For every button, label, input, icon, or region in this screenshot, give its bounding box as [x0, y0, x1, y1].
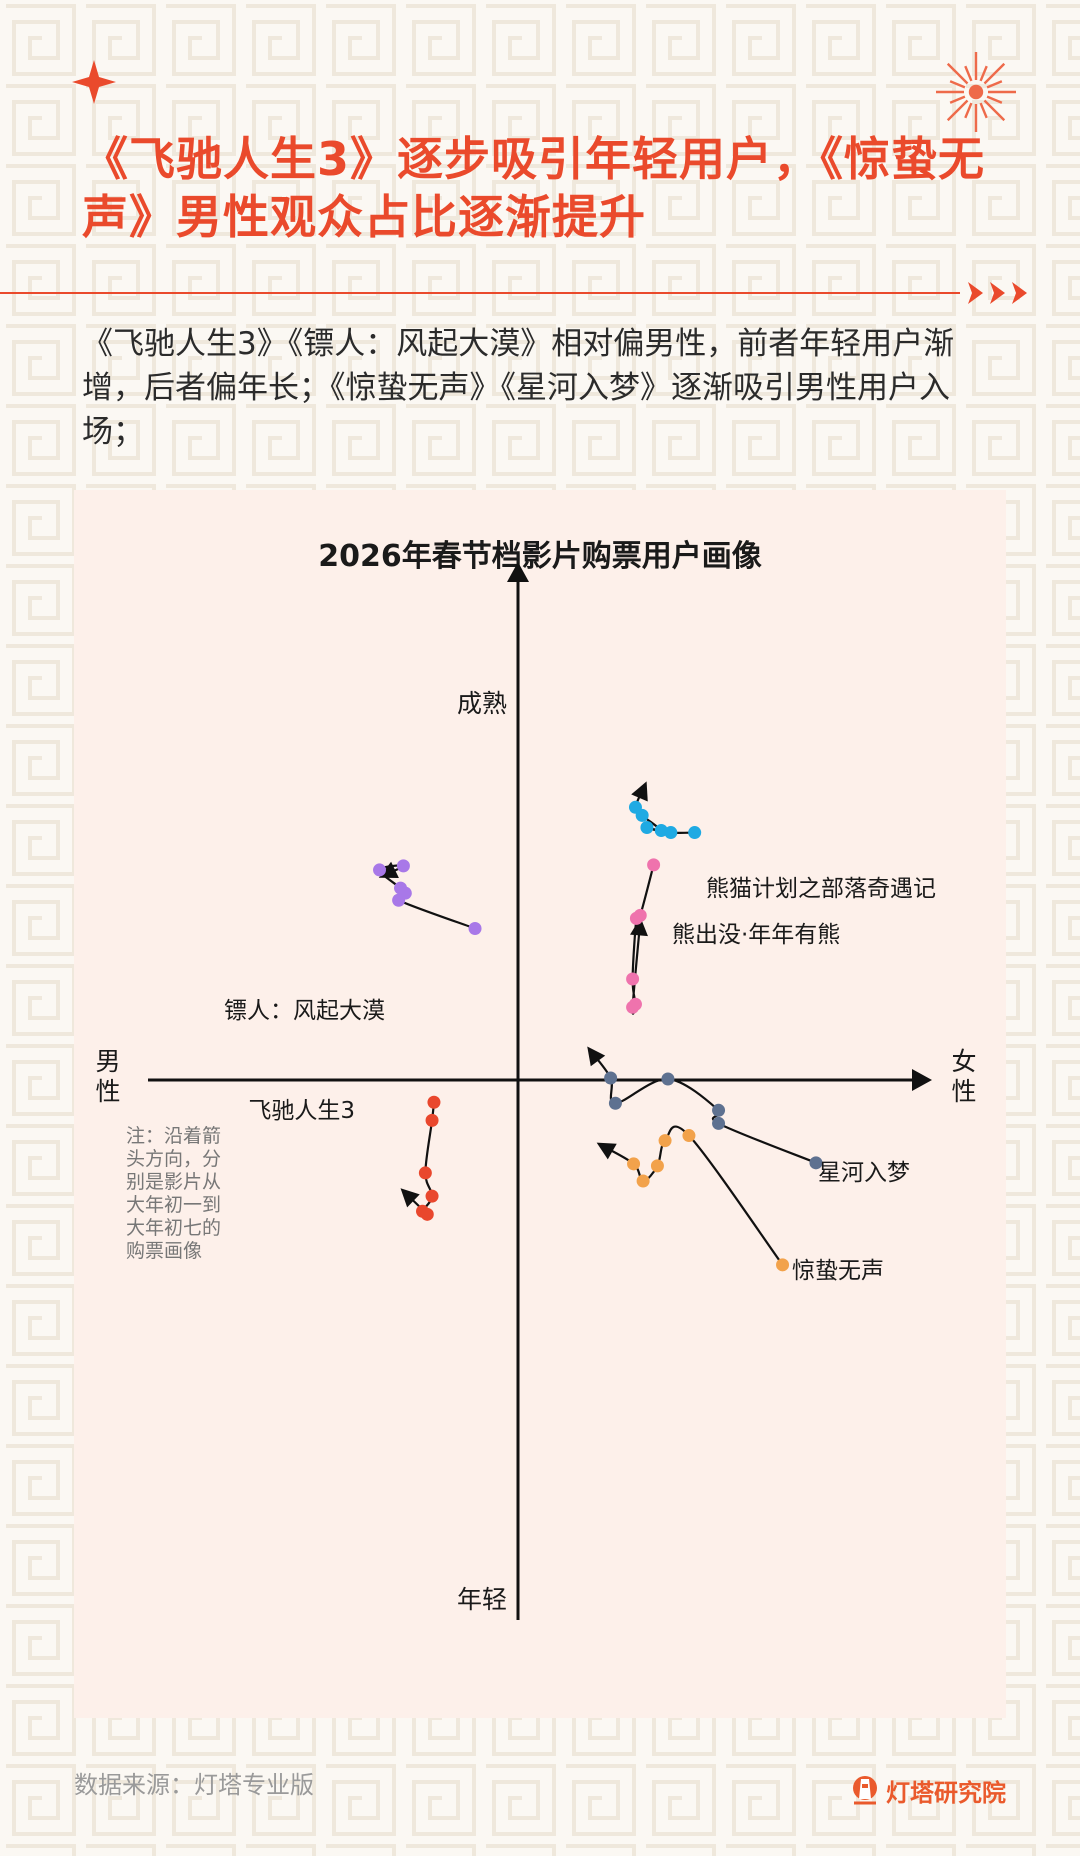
- brand-name: 灯塔研究院: [886, 1778, 1006, 1807]
- brand-logo: 灯塔研究院: [850, 1770, 1006, 1810]
- series-group: 熊猫计划之部落奇遇记: [628, 781, 936, 902]
- series-label: 熊猫计划之部落奇遇记: [706, 876, 936, 902]
- direction-arrow-icon: [400, 1188, 420, 1208]
- data-point: [661, 1072, 675, 1086]
- series-line: [599, 1125, 784, 1266]
- data-point: [425, 1189, 439, 1203]
- data-point: [608, 1096, 622, 1110]
- data-point: [654, 824, 668, 838]
- series-line: [631, 864, 655, 1015]
- y-axis-arrow-icon: [507, 562, 529, 582]
- data-point: [628, 800, 642, 814]
- data-point: [626, 1000, 640, 1014]
- y-axis-top-label: 成熟: [457, 689, 507, 718]
- lighthouse-logo-icon: [853, 1776, 877, 1805]
- data-point: [658, 1134, 672, 1148]
- data-point: [468, 922, 482, 935]
- data-source: 数据来源：灯塔专业版: [74, 1771, 314, 1799]
- series-group: 熊出没·年年有熊: [626, 858, 840, 1015]
- direction-arrow-icon: [631, 781, 648, 802]
- svg-text:注：沿着箭: 注：沿着箭: [126, 1125, 221, 1147]
- data-point: [425, 1113, 439, 1127]
- svg-text:大年初一到: 大年初一到: [126, 1194, 221, 1216]
- data-point: [682, 1129, 696, 1143]
- series-label: 镖人：风起大漠: [224, 998, 385, 1024]
- data-point: [604, 1071, 618, 1085]
- data-point: [688, 826, 702, 840]
- data-point: [396, 859, 410, 873]
- direction-arrow-icon: [630, 917, 648, 937]
- svg-text:大年初七的: 大年初七的: [126, 1217, 221, 1239]
- firework-icon: [936, 52, 1016, 132]
- page-title: 《飞驰人生3》逐步吸引年轻用户，《惊蛰无声》男性观众占比逐渐提升: [82, 132, 986, 244]
- sparkle-icon: [72, 60, 116, 104]
- series-label: 熊出没·年年有熊: [672, 922, 840, 948]
- data-point: [626, 972, 640, 986]
- series-group: 镖人：风起大漠: [224, 859, 482, 1024]
- data-point: [629, 911, 643, 925]
- data-point: [640, 821, 654, 834]
- data-point: [420, 1207, 434, 1221]
- series-group: 飞驰人生3: [248, 1095, 441, 1221]
- data-point: [418, 1166, 432, 1180]
- svg-text:购票画像: 购票画像: [126, 1240, 202, 1262]
- direction-arrow-icon: [587, 1046, 606, 1067]
- data-point: [627, 1157, 641, 1171]
- series-group: 星河入梦: [587, 1046, 910, 1186]
- data-point: [394, 881, 408, 895]
- series-label: 惊蛰无声: [792, 1258, 884, 1284]
- data-point: [427, 1095, 441, 1109]
- data-point: [636, 1174, 650, 1188]
- svg-text:头方向，分: 头方向，分: [126, 1148, 221, 1170]
- direction-arrow-icon: [596, 1142, 617, 1160]
- data-point: [809, 1156, 823, 1170]
- y-axis-bottom-label: 年轻: [457, 1585, 507, 1614]
- data-point: [373, 863, 387, 877]
- svg-text:别是影片从: 别是影片从: [126, 1171, 221, 1193]
- series-label: 星河入梦: [818, 1160, 910, 1186]
- data-point: [712, 1103, 726, 1117]
- data-point: [647, 858, 661, 872]
- page-subtitle: 《飞驰人生3》《镖人：风起大漠》相对偏男性，前者年轻用户渐增，后者偏年长；《惊蛰…: [82, 326, 955, 450]
- data-point: [650, 1159, 664, 1173]
- triple-arrow-icon: [968, 282, 1027, 304]
- x-axis-arrow-icon: [912, 1069, 932, 1091]
- data-point: [776, 1258, 790, 1272]
- series-line: [588, 1049, 817, 1164]
- title-divider: [0, 282, 1027, 304]
- chart-title: 2026年春节档影片购票用户画像: [318, 539, 762, 574]
- chart-card: 2026年春节档影片购票用户画像 成熟 年轻 男性 女性 注：沿着箭 头方向，分别…: [74, 490, 1006, 1718]
- series-label: 飞驰人生3: [248, 1098, 355, 1124]
- data-point: [712, 1116, 726, 1130]
- series-group: 惊蛰无声: [596, 1125, 884, 1284]
- x-axis-right-label: 女性: [951, 1047, 976, 1106]
- x-axis-left-label: 男性: [95, 1047, 120, 1106]
- scatter-chart: 2026年春节档影片购票用户画像 成熟 年轻 男性 女性 注：沿着箭头方向，分别…: [95, 539, 977, 1620]
